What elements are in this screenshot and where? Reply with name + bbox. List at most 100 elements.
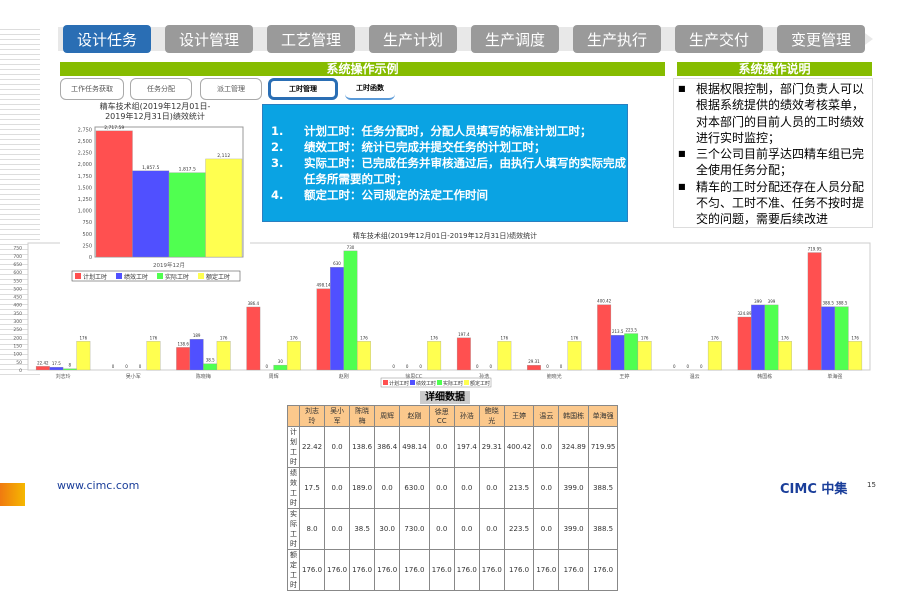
y-tick-label: 350 <box>13 311 22 317</box>
data-label: 8 <box>69 363 72 368</box>
data-label: 1,817.5 <box>179 167 196 173</box>
column-header: 孙浩 <box>453 405 480 427</box>
y-tick-label: 300 <box>13 319 22 325</box>
column-header: 赵刚 <box>399 405 430 427</box>
table-cell: 17.5 <box>298 467 326 509</box>
table-cell: 0.0 <box>324 508 351 550</box>
column-header: 吴小军 <box>324 405 351 427</box>
data-label: 213.5 <box>612 329 624 334</box>
left-section-header: 系统操作示例 <box>60 62 665 76</box>
bar-3 <box>216 341 231 371</box>
bar-2 <box>343 250 358 371</box>
table-cell: 197.4 <box>453 426 480 468</box>
data-label: 0 <box>112 364 115 369</box>
bar-3 <box>286 341 301 371</box>
bar-3 <box>357 341 371 371</box>
bullet-icon: ■ <box>678 181 686 191</box>
table-row: 额定工时 176.0 176.0 176.0 176.0 176.0 176.0 176.0 1… <box>287 549 619 591</box>
nav-item-5[interactable]: 生产执行 <box>573 25 661 53</box>
footer-url[interactable]: www.cimc.com <box>57 479 140 492</box>
tab-hours-function[interactable]: 工时函数 <box>345 78 395 100</box>
y-tick-label: 1,500 <box>78 185 92 191</box>
data-label: 189 <box>193 333 201 338</box>
bar-3 <box>778 341 792 371</box>
table-cell: 719.95 <box>587 426 619 468</box>
data-label: 138.6 <box>177 341 189 346</box>
table-cell: 176.0 <box>374 549 401 591</box>
tab-task-fetch[interactable]: 工作任务获取 <box>60 78 124 100</box>
definition-item: 3. 实际工时：已完成任务并审核通过后，由执行人填写的实际完成任务所需要的工时； <box>271 155 627 187</box>
table-cell: 176.0 <box>453 549 480 591</box>
y-tick-label: 500 <box>82 232 92 238</box>
detail-table: 刘志玲 吴小军 陈晓梅 周辉 赵刚 徐思CC 孙浩 鲍晓光 王婷 温云 韩国栋 单海强 计划工时 22.4… <box>287 405 619 591</box>
data-label: 176 <box>150 335 158 340</box>
column-header: 王婷 <box>503 405 535 427</box>
legend-swatch <box>116 273 122 279</box>
nav-item-7[interactable]: 变更管理 <box>777 25 865 53</box>
bar-2 <box>764 304 779 371</box>
bar-1 <box>821 306 836 371</box>
column-header: 陈晓梅 <box>349 405 376 427</box>
x-tick-label: 周辉 <box>269 373 279 380</box>
table-cell: 8.0 <box>298 508 326 550</box>
legend-swatch <box>157 273 163 279</box>
column-header: 徐思CC <box>428 405 455 427</box>
table-cell: 0.0 <box>453 508 480 550</box>
nav-item-2[interactable]: 工艺管理 <box>267 25 355 53</box>
x-tick-label: 徐思CC <box>405 373 422 380</box>
tab-hours-management[interactable]: 工时管理 <box>268 78 338 100</box>
nav-item-1[interactable]: 设计管理 <box>165 25 253 53</box>
data-label: 176 <box>641 335 649 340</box>
table-title: 详细数据 <box>420 391 470 404</box>
tab-dispatch[interactable]: 派工管理 <box>200 78 262 100</box>
bar-1 <box>189 339 204 371</box>
table-cell: 0.0 <box>428 508 455 550</box>
item-text: 额定工时：公司规定的法定工作时间 <box>304 188 488 202</box>
page-number: 15 <box>867 481 876 489</box>
data-label: 324.89 <box>738 311 752 316</box>
chart-title: 精车技术组(2019年12月01日-2019年12月31日)绩效统计 <box>353 231 537 240</box>
bar-3 <box>497 341 512 371</box>
table-cell: 189.0 <box>349 467 376 509</box>
data-label: 22.42 <box>37 360 49 365</box>
y-tick-label: 750 <box>82 220 92 226</box>
table-cell: 29.31 <box>478 426 505 468</box>
legend-label: 绩效工时 <box>124 273 148 281</box>
y-tick-label: 1,250 <box>78 197 92 203</box>
item-number: 3. <box>271 156 284 170</box>
tab-task-assign[interactable]: 任务分配 <box>130 78 192 100</box>
data-label: 0 <box>560 364 563 369</box>
data-label: 0 <box>419 364 422 369</box>
table-cell: 38.5 <box>349 508 376 550</box>
bar-0 <box>176 347 191 371</box>
legend-swatch <box>437 380 442 385</box>
table-cell: 176.0 <box>558 549 589 591</box>
data-label: 0 <box>139 364 142 369</box>
definition-item: 4. 额定工时：公司规定的法定工作时间 <box>271 187 627 203</box>
table-cell: 138.6 <box>349 426 376 468</box>
data-label: 176 <box>430 335 438 340</box>
data-label: 176 <box>851 335 859 340</box>
bar-1 <box>751 304 765 371</box>
table-header-row: 刘志玲 吴小军 陈晓梅 周辉 赵刚 徐思CC 孙浩 鲍晓光 王婷 温云 韩国栋 单海强 <box>287 405 619 427</box>
x-tick-label: 王婷 <box>619 373 629 380</box>
table-cell: 0.0 <box>533 467 560 509</box>
legend-swatch <box>198 273 204 279</box>
row-header: 实际工时 <box>287 508 300 550</box>
x-tick-label: 孙浩 <box>479 373 489 380</box>
legend-box <box>71 270 241 282</box>
bar-0 <box>807 252 822 371</box>
y-tick-label: 250 <box>82 243 92 249</box>
data-label: 176 <box>80 335 88 340</box>
nav-item-3[interactable]: 生产计划 <box>369 25 457 53</box>
y-tick-label: 550 <box>13 278 22 284</box>
y-tick-label: 200 <box>13 335 22 341</box>
nav-item-6[interactable]: 生产交付 <box>675 25 763 53</box>
legend-swatch <box>464 380 469 385</box>
nav-item-0[interactable]: 设计任务 <box>63 25 151 53</box>
data-label: 0 <box>476 364 479 369</box>
item-text: 实际工时：已完成任务并审核通过后，由执行人填写的实际完成任务所需要的工时； <box>304 156 626 186</box>
data-label: 176 <box>711 335 719 340</box>
y-tick-label: 0 <box>89 255 92 261</box>
nav-item-4[interactable]: 生产调度 <box>471 25 559 53</box>
